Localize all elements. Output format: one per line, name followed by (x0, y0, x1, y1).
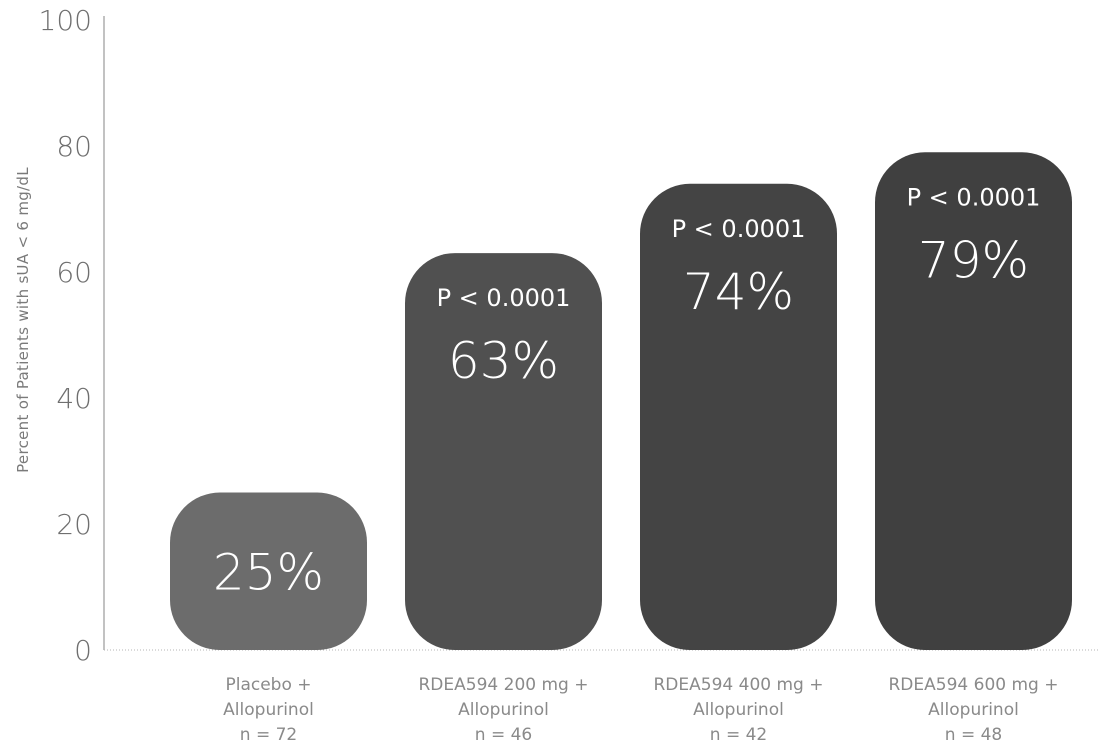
x-tick-label: Placebo + (225, 675, 311, 695)
bars-layer (170, 152, 1072, 651)
y-axis-label: Percent of Patients with sUA < 6 mg/dL (14, 167, 32, 473)
y-tick-label: 60 (56, 256, 92, 289)
x-tick-label: RDEA594 600 mg + (889, 675, 1059, 695)
bar (405, 253, 602, 650)
bar (170, 492, 367, 650)
y-tick-label: 0 (74, 634, 92, 667)
y-tick-label: 80 (56, 130, 92, 163)
y-tick-label: 20 (56, 508, 92, 541)
y-tick-label: 40 (56, 382, 92, 415)
data-label: 79% (918, 231, 1029, 289)
data-label: 63% (448, 332, 559, 390)
data-label: 74% (683, 263, 794, 321)
x-tick-label: Allopurinol (928, 700, 1019, 720)
x-tick-label: n = 72 (240, 725, 297, 745)
x-tick-label: Allopurinol (223, 700, 314, 720)
x-tick-label: n = 42 (710, 725, 767, 745)
labels-layer: 25% Placebo + Allopurinol n = 72 P < 0.0001 6… (213, 183, 1059, 745)
x-tick-label: RDEA594 400 mg + (654, 675, 824, 695)
y-tick-label: 100 (39, 4, 92, 37)
x-tick-label: RDEA594 200 mg + (419, 675, 589, 695)
x-tick-label: n = 48 (945, 725, 1002, 745)
x-tick-label: Allopurinol (693, 700, 784, 720)
x-tick-label: Allopurinol (458, 700, 549, 720)
p-value-label: P < 0.0001 (672, 215, 806, 243)
p-value-label: P < 0.0001 (437, 284, 571, 312)
data-label: 25% (213, 543, 324, 601)
bar (640, 183, 837, 651)
p-value-label: P < 0.0001 (907, 183, 1041, 211)
bar (875, 152, 1072, 651)
x-tick-label: n = 46 (475, 725, 532, 745)
